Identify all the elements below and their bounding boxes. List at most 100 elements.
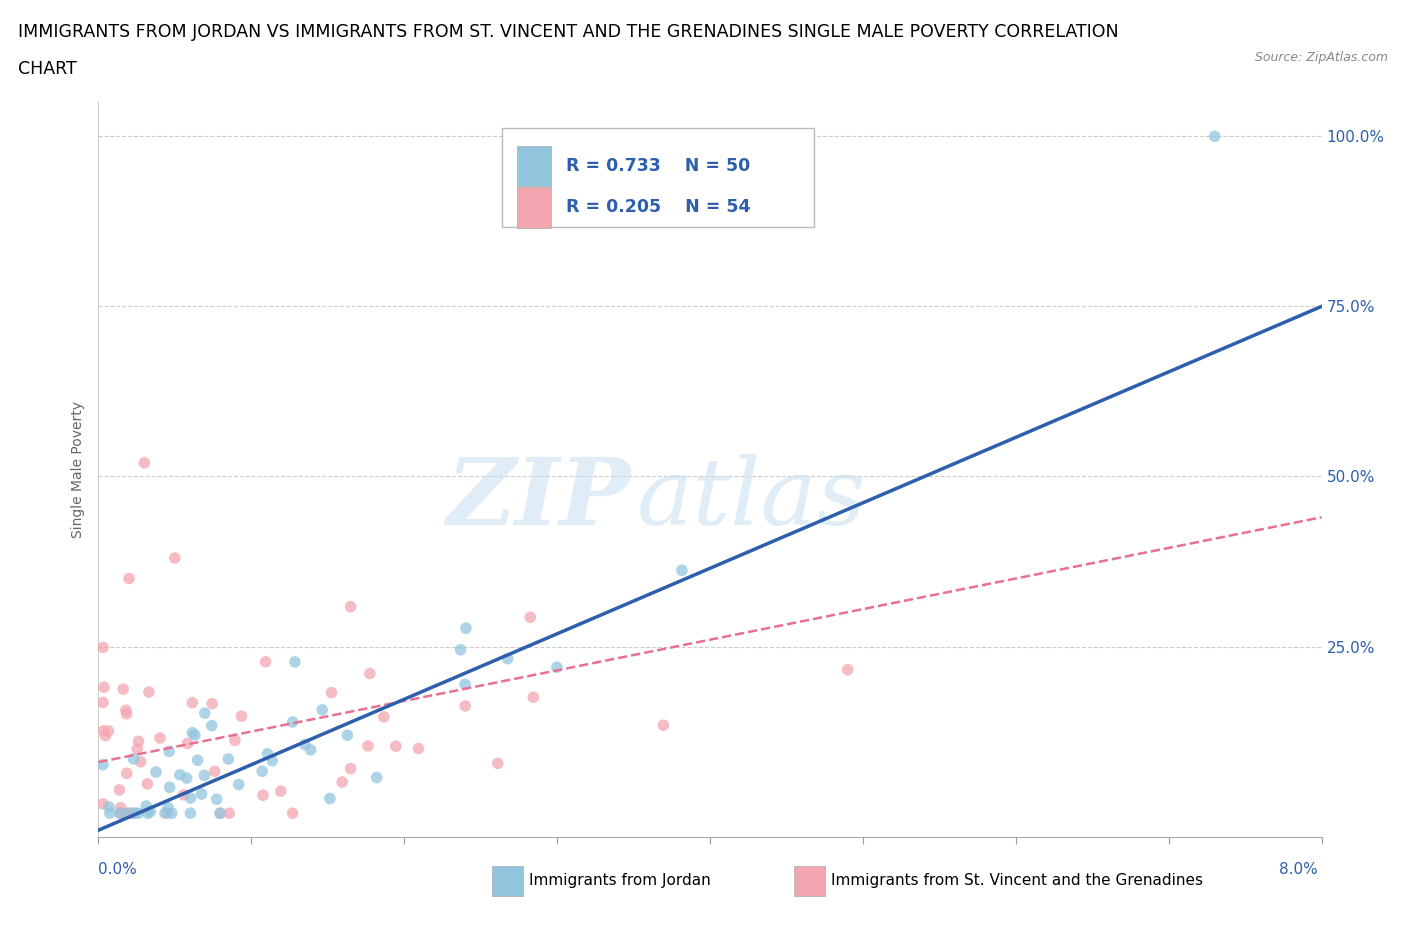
Point [250, 764, 273, 778]
Text: 0.0%: 0.0% [98, 862, 138, 877]
Text: atlas: atlas [637, 454, 866, 544]
Point [209, 805, 232, 820]
Point [149, 731, 172, 746]
Point [157, 744, 180, 759]
Point [91, 796, 114, 811]
Point [179, 805, 201, 820]
Point [138, 684, 160, 699]
Point [496, 651, 519, 666]
Point [124, 805, 146, 820]
Point [112, 682, 135, 697]
Point [228, 777, 250, 792]
Text: ZIP: ZIP [446, 454, 630, 544]
Point [118, 805, 141, 820]
Point [122, 751, 145, 766]
Point [193, 768, 215, 783]
Point [522, 690, 544, 705]
Point [299, 742, 322, 757]
FancyBboxPatch shape [517, 187, 551, 228]
Point [373, 710, 395, 724]
Point [184, 727, 207, 742]
Point [652, 718, 675, 733]
FancyBboxPatch shape [517, 145, 551, 186]
Point [97, 724, 120, 738]
Point [224, 733, 246, 748]
Point [450, 643, 472, 658]
Point [173, 788, 195, 803]
Point [110, 801, 132, 816]
Point [336, 727, 359, 742]
Point [519, 610, 541, 625]
Point [231, 709, 253, 724]
Point [115, 765, 138, 780]
Point [217, 751, 239, 766]
Point [163, 551, 186, 565]
Point [384, 738, 406, 753]
Point [176, 736, 198, 751]
Point [115, 805, 138, 820]
Point [252, 788, 274, 803]
Point [93, 724, 115, 738]
Text: R = 0.205    N = 54: R = 0.205 N = 54 [565, 198, 751, 217]
Point [254, 655, 277, 670]
Point [115, 703, 138, 718]
Point [270, 784, 292, 799]
Point [121, 805, 143, 820]
Point [1204, 129, 1226, 144]
Point [262, 753, 284, 768]
Point [98, 805, 121, 820]
Point [91, 695, 114, 710]
Point [135, 799, 157, 814]
Point [136, 805, 159, 820]
Point [311, 702, 333, 717]
Point [321, 685, 343, 700]
Point [671, 563, 693, 578]
Y-axis label: Single Male Poverty: Single Male Poverty [70, 401, 84, 538]
Point [454, 698, 477, 713]
Point [281, 714, 304, 729]
Point [194, 706, 217, 721]
Point [93, 680, 115, 695]
Point [108, 805, 131, 820]
Text: Immigrants from Jordan: Immigrants from Jordan [529, 873, 710, 888]
Point [284, 655, 307, 670]
Text: 8.0%: 8.0% [1278, 862, 1317, 877]
Point [136, 777, 159, 791]
Point [97, 800, 120, 815]
Point [181, 696, 204, 711]
Point [281, 805, 304, 820]
Point [91, 757, 114, 772]
Point [205, 791, 228, 806]
Point [181, 725, 204, 740]
Point [159, 780, 181, 795]
Point [408, 741, 430, 756]
Text: Source: ZipAtlas.com: Source: ZipAtlas.com [1254, 51, 1388, 64]
Point [201, 718, 224, 733]
Point [837, 662, 859, 677]
Point [145, 764, 167, 779]
Point [127, 805, 149, 820]
Point [454, 677, 477, 692]
Point [160, 805, 183, 820]
Point [157, 800, 180, 815]
Point [190, 787, 212, 802]
Point [169, 767, 191, 782]
Point [359, 666, 381, 681]
FancyBboxPatch shape [502, 128, 814, 227]
Point [256, 746, 278, 761]
Point [339, 761, 361, 776]
Point [129, 754, 152, 769]
Point [218, 805, 240, 820]
Point [454, 620, 477, 635]
Point [187, 752, 209, 767]
Text: R = 0.733    N = 50: R = 0.733 N = 50 [565, 156, 749, 175]
Point [94, 728, 117, 743]
Point [153, 805, 176, 820]
Text: Immigrants from St. Vincent and the Grenadines: Immigrants from St. Vincent and the Gren… [831, 873, 1204, 888]
Point [118, 571, 141, 586]
Point [319, 791, 342, 806]
Point [108, 782, 131, 797]
Point [339, 599, 361, 614]
Point [546, 659, 568, 674]
Point [357, 738, 380, 753]
